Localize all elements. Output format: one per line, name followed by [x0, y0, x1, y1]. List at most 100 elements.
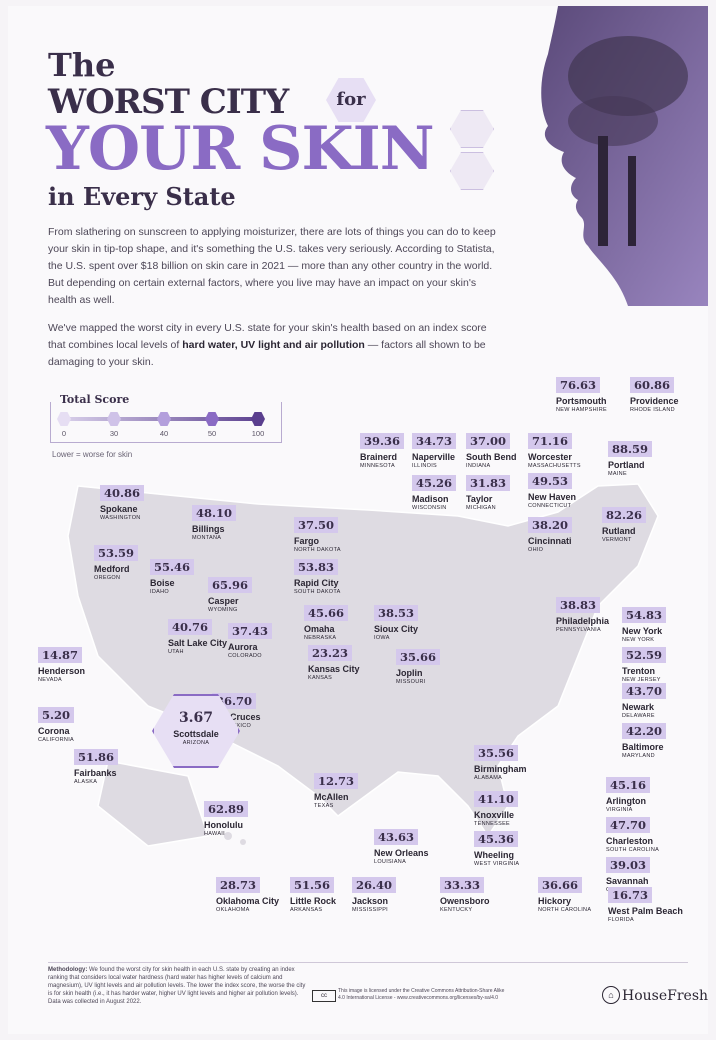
housefresh-logo-icon: ⌂: [602, 986, 620, 1004]
legend-label: 0: [61, 429, 67, 438]
city-score: 55.46: [150, 559, 195, 575]
city-label: 37.50 Fargo NORTH DAKOTA: [294, 516, 341, 554]
city-name: Knoxville: [474, 810, 515, 820]
city-name: Brainerd: [360, 452, 398, 462]
city-name: Fargo: [294, 536, 320, 546]
city-score: 23.23: [308, 645, 353, 661]
city-score: 38.20: [528, 517, 573, 533]
city-label: 33.33 Owensboro KENTUCKY: [440, 876, 490, 914]
city-score: 26.40: [352, 877, 397, 893]
city-score: 51.86: [74, 749, 119, 765]
city-score: 43.63: [374, 829, 419, 845]
title-line-3: YOUR SKIN: [46, 114, 435, 184]
state-name: NEVADA: [38, 677, 63, 683]
state-name: COLORADO: [228, 653, 262, 659]
city-name: Kansas City: [308, 664, 360, 674]
state-name: MARYLAND: [622, 753, 655, 759]
state-name: OHIO: [528, 547, 544, 553]
city-name: Philadelphia: [556, 616, 610, 626]
city-label: 52.59 Trenton NEW JERSEY: [622, 646, 667, 684]
city-score: 40.86: [100, 485, 145, 501]
city-name: Newark: [622, 702, 655, 712]
city-label: 37.43 Aurora COLORADO: [228, 622, 273, 660]
skin-cell-hexagon: [450, 152, 494, 190]
city-score: 88.59: [608, 441, 653, 457]
title-line-4: in Every State: [48, 182, 236, 211]
legend-label: 50: [207, 429, 217, 438]
city-label: 49.53 New Haven CONNECTICUT: [528, 472, 576, 510]
state-name: PENNSYLVANIA: [556, 627, 601, 633]
legend-hex: [251, 412, 265, 426]
state-name: INDIANA: [466, 463, 491, 469]
state-name: NEW HAMPSHIRE: [556, 407, 607, 413]
state-name: TEXAS: [314, 803, 334, 809]
city-label: 40.76 Salt Lake City UTAH: [168, 618, 227, 656]
city-label: 23.23 Kansas City KANSAS: [308, 644, 360, 682]
intro-paragraph-2: We've mapped the worst city in every U.S…: [48, 322, 487, 368]
city-score: 41.10: [474, 791, 519, 807]
city-score: 40.76: [168, 619, 213, 635]
city-label: 45.66 Omaha NEBRASKA: [304, 604, 349, 642]
city-name: Cincinnati: [528, 536, 572, 546]
state-name: DELAWARE: [622, 713, 655, 719]
city-label: 41.10 Knoxville TENNESSEE: [474, 790, 519, 828]
city-label: 28.73 Oklahoma City OKLAHOMA: [216, 876, 279, 914]
legend-hex: [57, 412, 71, 426]
city-name: Salt Lake City: [168, 638, 228, 648]
state-name: MINNESOTA: [360, 463, 395, 469]
city-score: 14.87: [38, 647, 83, 663]
state-name: MASSACHUSETTS: [528, 463, 581, 469]
city-name: Sioux City: [374, 624, 419, 634]
city-label: 51.56 Little Rock ARKANSAS: [290, 876, 336, 914]
city-name: Omaha: [304, 624, 335, 634]
city-score: 43.70: [622, 683, 667, 699]
legend-box: [50, 402, 282, 443]
city-score: 45.26: [412, 475, 457, 491]
methodology-text: Methodology: We found the worst city for…: [48, 967, 306, 1005]
legend-hex: [107, 412, 121, 426]
city-name: Portsmouth: [556, 396, 607, 406]
city-name: Honolulu: [204, 820, 243, 830]
city-score: 49.53: [528, 473, 573, 489]
city-score: 37.43: [228, 623, 273, 639]
state-name: OREGON: [94, 575, 121, 581]
license-text: This image is licensed under the Creativ…: [338, 988, 505, 1001]
city-score: 35.66: [396, 649, 441, 665]
city-score: 65.96: [208, 577, 253, 593]
state-name: WISCONSIN: [412, 505, 447, 511]
city-label: 38.53 Sioux City IOWA: [374, 604, 419, 642]
state-name: VIRGINIA: [606, 807, 633, 813]
city-name: McAllen: [314, 792, 349, 802]
city-label: 31.83 Taylor MICHIGAN: [466, 474, 511, 512]
city-score: 53.83: [294, 559, 339, 575]
city-score: 16.73: [608, 887, 653, 903]
state-name: LOUISIANA: [374, 859, 407, 865]
city-score: 28.73: [216, 877, 261, 893]
state-name: MONTANA: [192, 535, 222, 541]
city-label: 42.20 Baltimore MARYLAND: [622, 722, 667, 760]
city-score: 37.00: [466, 433, 511, 449]
legend-hex: [157, 412, 171, 426]
city-name: Billings: [192, 524, 225, 534]
state-name: ALABAMA: [474, 775, 503, 781]
city-name: New Haven: [528, 492, 577, 502]
city-label: 14.87 Henderson NEVADA: [38, 646, 85, 684]
city-label: 26.40 Jackson MISSISSIPPI: [352, 876, 397, 914]
city-score: 52.59: [622, 647, 667, 663]
creative-commons-icon: cc: [312, 990, 336, 1002]
city-label: 62.89 Honolulu HAWAII: [204, 800, 249, 838]
head-silhouette-illustration: [541, 6, 708, 306]
city-score: 39.03: [606, 857, 651, 873]
city-name: Jackson: [352, 896, 389, 906]
city-label: 47.70 Charleston SOUTH CAROLINA: [606, 816, 659, 854]
city-name: Savannah: [606, 876, 649, 886]
state-name: ALASKA: [74, 779, 98, 785]
city-label: 53.59 Medford OREGON: [94, 544, 139, 582]
legend-hex: [205, 412, 219, 426]
state-name: NEBRASKA: [304, 635, 337, 641]
us-map: [67, 483, 659, 847]
scottsdale-score: 3.67: [178, 710, 214, 726]
city-label: 60.86 Providence RHODE ISLAND: [630, 376, 679, 414]
state-name: HAWAII: [204, 831, 225, 837]
legend-title: Total Score: [60, 393, 130, 406]
